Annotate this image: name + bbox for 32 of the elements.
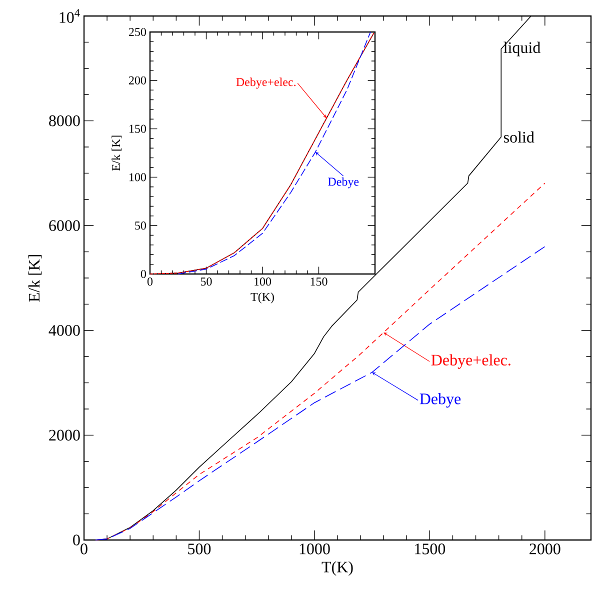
y-tick-label: 150 [130,124,146,133]
y-tick-label: 0 [73,534,80,546]
x-tick-label: 50 [200,278,212,286]
y-tick-label: 6000 [49,220,80,231]
annotation: liquid [504,42,540,56]
annotation: solid [504,131,534,143]
x-axis-title: T(K) [322,561,353,576]
y-tick-label: 250 [129,28,146,36]
y-tick-label: 2000 [49,430,80,441]
x-tick-label: 500 [188,544,211,554]
x-axis-title: T(K) [250,292,274,304]
y-tick-label: 0 [140,270,146,278]
text: Debye [420,393,461,408]
x-tick-label: 150 [310,278,328,286]
y-tick-label: 50 [135,222,146,230]
y-tick-label: 4000 [48,325,80,336]
y-tick-label: 200 [129,76,146,84]
x-tick-label: 2000 [530,544,560,554]
line-series [95,246,546,540]
text: Debye+elec. [236,78,296,89]
x-tick-label: 100 [254,278,272,286]
y-tick-label: 8000 [49,115,80,126]
y-axis-title: E/k [K] [28,254,42,302]
series-label: Debye [328,177,359,188]
y-tick-label: 100 [130,173,146,182]
x-tick-label: 1000 [300,544,330,554]
x-tick-label: 1500 [415,544,446,554]
x-tick-label: 0 [147,278,153,286]
y-tick-label: 10$^{4}$ [60,9,80,23]
text: Debye+elec. [431,354,510,369]
x-tick-label: 0 [80,544,88,554]
y-axis-title: E/k [K] [112,136,122,171]
